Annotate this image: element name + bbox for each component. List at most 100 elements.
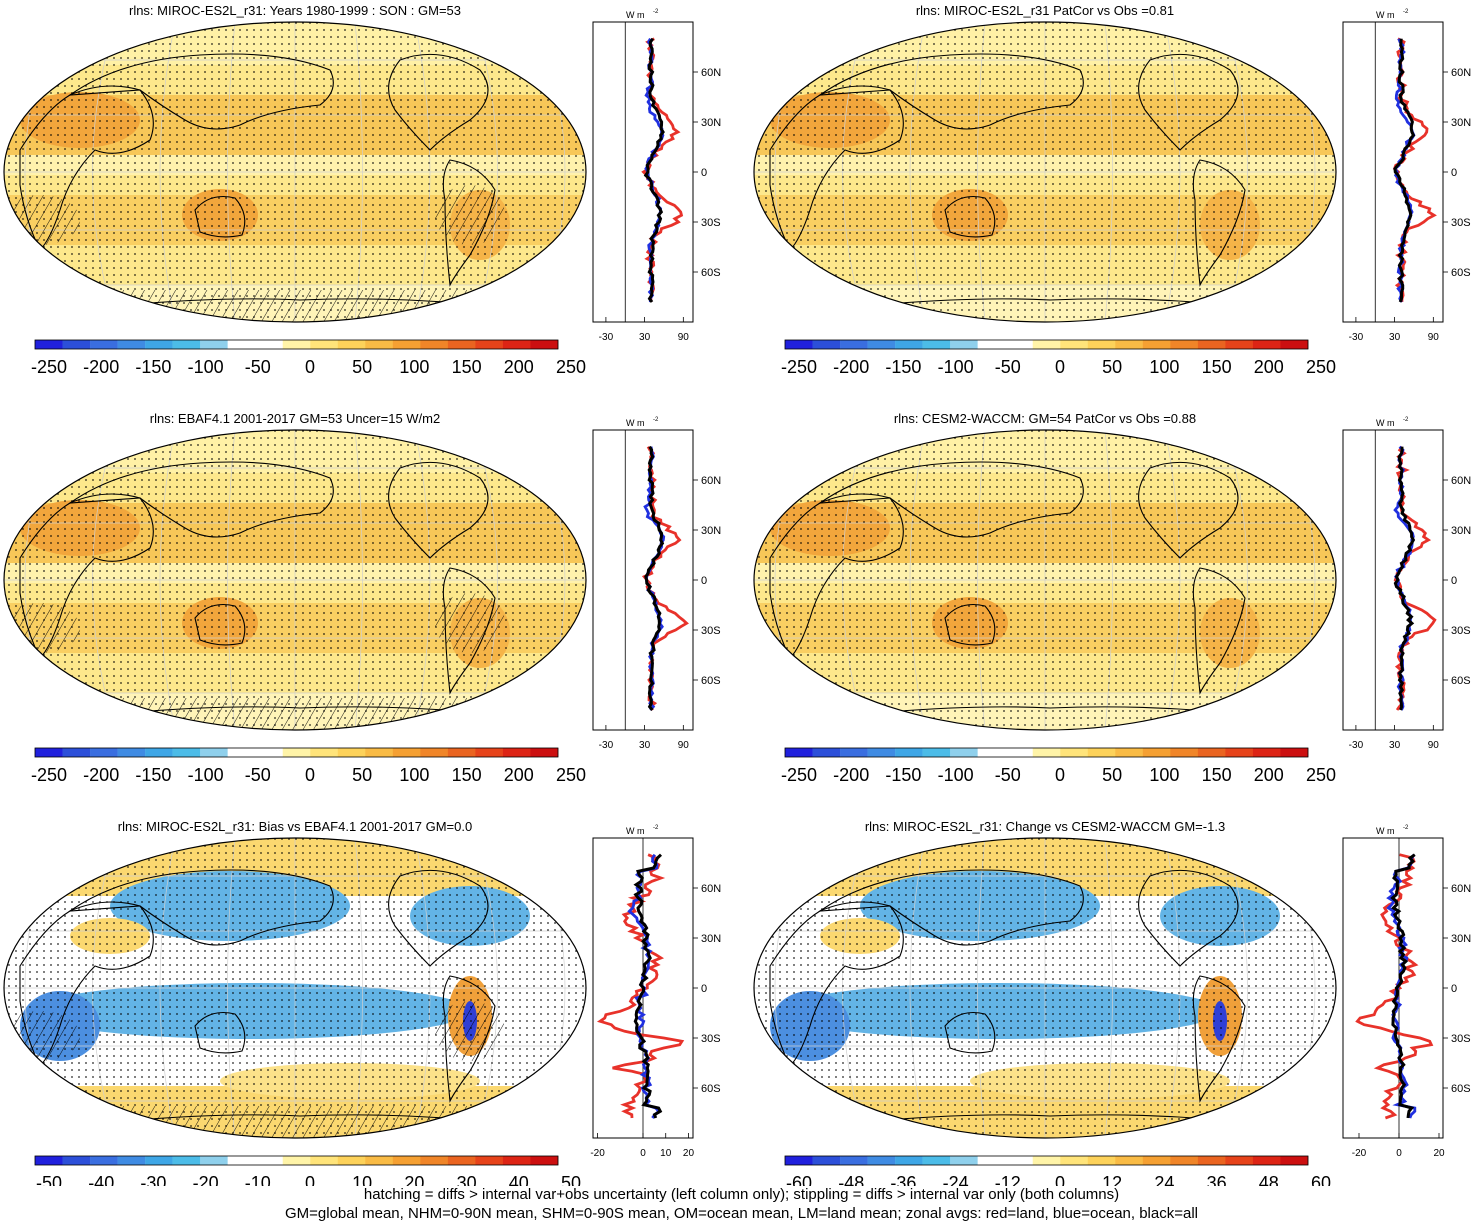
- colorbar-swatch: [1142, 748, 1171, 757]
- colorbar-swatch: [1225, 748, 1254, 757]
- map-border: [3, 837, 587, 1139]
- zonal-x-tick-label: 10: [660, 1148, 672, 1159]
- zonal-x-tick-label: 90: [678, 740, 690, 751]
- colorbar-swatch: [447, 1156, 476, 1165]
- panel-3: rlns: EBAF4.1 2001-2017 GM=53 Uncer=15 W…: [3, 411, 721, 785]
- colorbar-label: -36: [890, 1173, 916, 1186]
- colorbar-swatch: [200, 748, 228, 757]
- colorbar-swatch: [785, 748, 813, 757]
- coastline: [388, 869, 489, 967]
- zonal-x-tick-label: -30: [599, 332, 614, 343]
- colorbar-label: 0: [1055, 1173, 1065, 1186]
- zonal-lat-label: 30N: [701, 525, 721, 537]
- colorbar-label: 60: [1311, 1173, 1331, 1186]
- zonal-x-tick-label: 30: [1389, 332, 1401, 343]
- colorbar-label: 30: [457, 1173, 477, 1186]
- panel-5: rlns: MIROC-ES2L_r31: Bias vs EBAF4.1 20…: [3, 819, 721, 1186]
- colorbar-label: 20: [404, 1173, 424, 1186]
- colorbar-label: -60: [786, 1173, 812, 1186]
- colorbar-swatch: [895, 340, 923, 349]
- zonal-units-exponent: -2: [653, 9, 659, 15]
- colorbar-label: -40: [88, 1173, 114, 1186]
- zonal-lat-label: 60N: [1451, 475, 1471, 487]
- colorbar-label: -10: [245, 1173, 271, 1186]
- zonal-frame: [1342, 429, 1444, 731]
- coastline: [1138, 869, 1239, 967]
- zonal-x-tick-label: 0: [640, 1148, 646, 1159]
- zonal-line-all: [644, 445, 665, 711]
- colorbar-swatch: [310, 748, 338, 757]
- colorbar-label: 150: [1202, 765, 1232, 785]
- zonal-x-tick-label: 30: [1389, 740, 1401, 751]
- coastline: [68, 53, 334, 130]
- zonal-lat-label: 0: [1451, 167, 1457, 179]
- colorbar-swatch: [90, 1156, 118, 1165]
- zonal-units: W m: [1376, 10, 1395, 20]
- colorbar-label: -250: [31, 765, 67, 785]
- map-field: [754, 838, 1336, 1138]
- colorbar-swatch: [172, 748, 201, 757]
- colorbar-label: 200: [504, 357, 534, 377]
- colorbar-label: 50: [1102, 765, 1122, 785]
- coastline: [388, 461, 489, 559]
- coastline: [818, 53, 1084, 130]
- hatching-africa: [4, 195, 80, 245]
- zonal-line-all: [1390, 853, 1416, 1119]
- coastline: [194, 1011, 246, 1054]
- colorbar-swatch: [1170, 748, 1199, 757]
- zonal-lat-label: 60S: [701, 675, 721, 687]
- colorbar-swatch: [1280, 1156, 1309, 1165]
- colorbar-swatch: [530, 748, 559, 757]
- colorbar-swatch: [1032, 340, 1061, 349]
- zonal-line-all: [643, 37, 665, 303]
- colorbar-label: -150: [135, 765, 171, 785]
- colorbar-swatch: [1005, 1156, 1033, 1165]
- zonal-lat-label: 30N: [1451, 933, 1471, 945]
- colorbar-swatch: [337, 748, 366, 757]
- colorbar-swatch: [35, 340, 63, 349]
- colorbar-swatch: [255, 1156, 283, 1165]
- coastline: [194, 195, 246, 238]
- colorbar-swatch: [1032, 1156, 1061, 1165]
- zonal-line-all: [1393, 446, 1416, 711]
- colorbar-swatch: [392, 340, 421, 349]
- zonal-lat-label: 30N: [701, 117, 721, 129]
- colorbar-swatch: [977, 748, 1006, 757]
- colorbar-swatch: [1115, 1156, 1144, 1165]
- colorbar-label: 48: [1259, 1173, 1279, 1186]
- zonal-lat-label: 60N: [1451, 67, 1471, 79]
- coastline: [944, 603, 996, 646]
- colorbar-swatch: [310, 1156, 338, 1165]
- zonal-units-exponent: -2: [653, 825, 659, 831]
- zonal-x-tick-label: 20: [1433, 1148, 1445, 1159]
- colorbar-label: 0: [1055, 357, 1065, 377]
- colorbar-swatch: [1032, 748, 1061, 757]
- colorbar-swatch: [840, 1156, 868, 1165]
- colorbar-frame: [784, 747, 1309, 758]
- colorbar-swatch: [310, 340, 338, 349]
- colorbar-swatch: [117, 340, 146, 349]
- colorbar-swatch: [255, 748, 283, 757]
- colorbar-swatch: [447, 748, 476, 757]
- colorbar-label: -150: [135, 357, 171, 377]
- colorbar-swatch: [282, 748, 311, 757]
- zonal-lat-label: 60N: [701, 475, 721, 487]
- panel-title: rlns: MIROC-ES2L_r31: Years 1980-1999 : …: [129, 3, 461, 18]
- colorbar-frame: [34, 339, 559, 350]
- colorbar-label: 0: [1055, 765, 1065, 785]
- colorbar-swatch: [867, 1156, 896, 1165]
- colorbar-label: 10: [352, 1173, 372, 1186]
- zonal-x-tick-label: 30: [639, 740, 651, 751]
- stippling: [4, 22, 586, 322]
- colorbar-swatch: [62, 748, 91, 757]
- colorbar-label: 100: [399, 357, 429, 377]
- colorbar-swatch: [200, 340, 228, 349]
- colorbar-swatch: [1060, 1156, 1088, 1165]
- zonal-lat-label: 30S: [701, 217, 721, 229]
- colorbar-label: 250: [1306, 357, 1336, 377]
- colorbar-swatch: [172, 340, 201, 349]
- colorbar-label: -12: [995, 1173, 1021, 1186]
- map-border: [753, 21, 1337, 323]
- colorbar-swatch: [282, 1156, 311, 1165]
- coastline: [1138, 461, 1239, 559]
